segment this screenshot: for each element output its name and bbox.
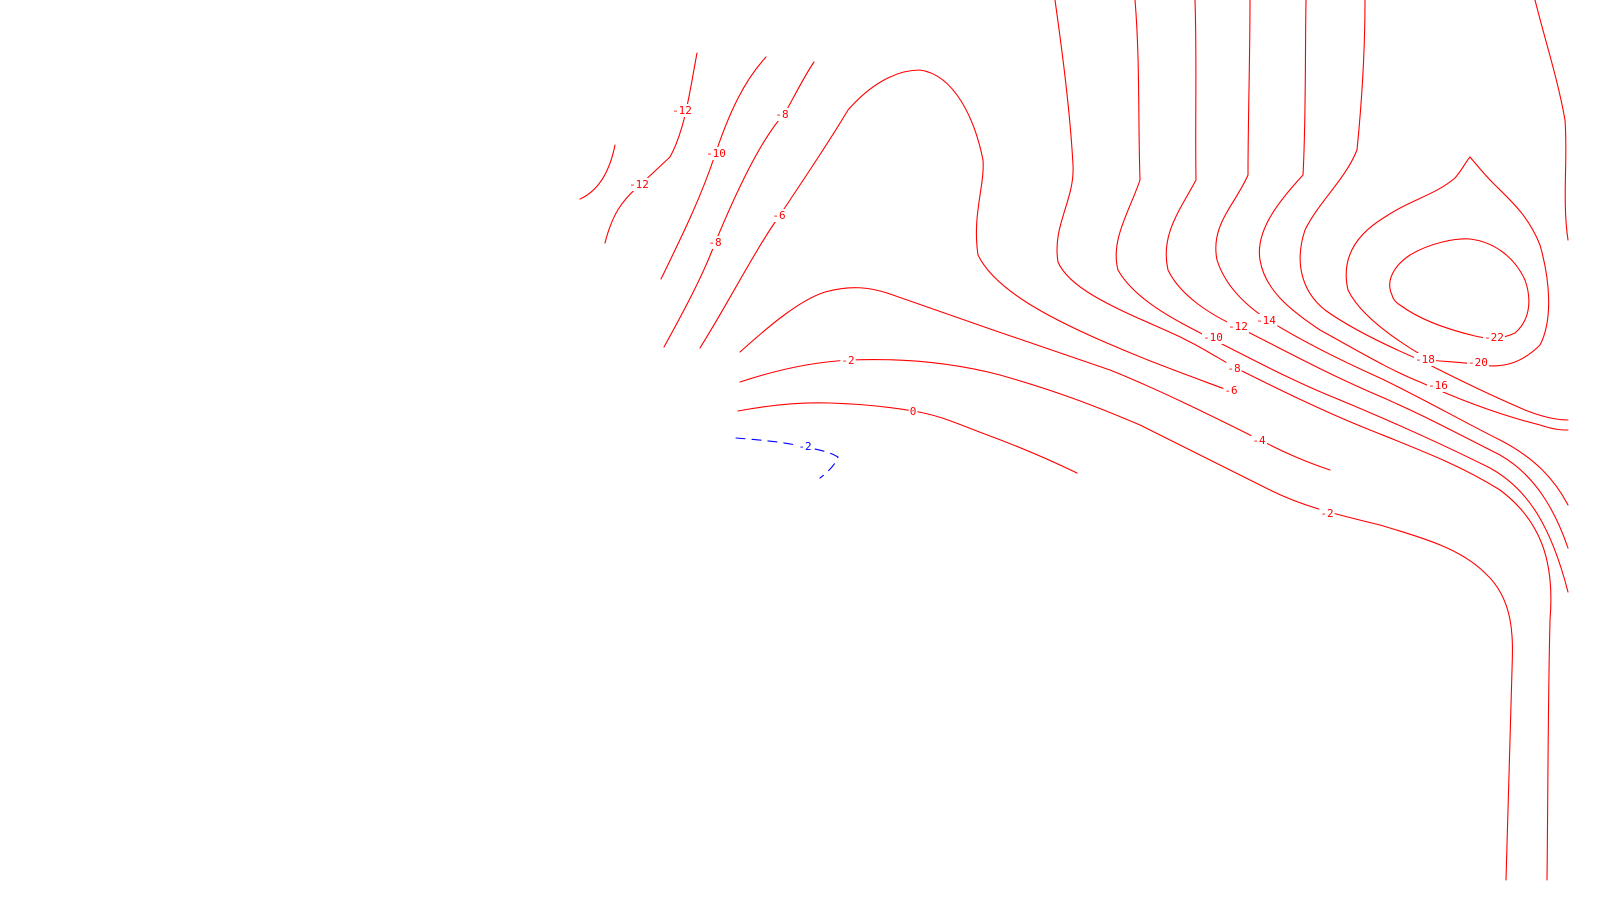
contour-label: -18	[1415, 353, 1435, 366]
contour-label: -12	[629, 178, 649, 191]
contour-labels: -12 -12 -10 -8 -8 -6 -2 0 -2 -14 -12 -10…	[628, 104, 1505, 520]
isoline-c-2	[739, 358, 1513, 881]
label-halo	[840, 354, 856, 367]
label-halo	[1227, 320, 1249, 333]
contour-label: -2	[798, 440, 811, 453]
isoline-e-22	[1389, 238, 1530, 339]
isoline-e-20	[1345, 156, 1550, 367]
contour-label: -8	[775, 108, 788, 121]
isoline-e-18	[1299, 0, 1569, 421]
contour-label: -8	[1227, 362, 1240, 375]
label-halo	[908, 405, 918, 418]
label-halo	[1467, 356, 1489, 369]
contour-label: -2	[1320, 507, 1333, 520]
label-halo	[1255, 314, 1278, 327]
contour-label: -6	[772, 209, 785, 222]
isoline-e-16	[1258, 0, 1569, 431]
label-halo	[705, 147, 727, 160]
label-halo	[628, 178, 650, 191]
isoline-nw-12-small	[579, 144, 616, 200]
isoline-blue-2	[735, 437, 839, 479]
isoline-nw-8	[663, 61, 815, 348]
label-halo	[1427, 379, 1449, 392]
label-halo	[1414, 353, 1436, 366]
contour-label: -8	[708, 236, 721, 249]
contour-label: -16	[1428, 379, 1448, 392]
label-halo	[1319, 507, 1335, 520]
label-halo	[771, 209, 787, 222]
contour-label: -2	[841, 354, 854, 367]
label-halo	[671, 104, 693, 117]
contour-label: -14	[1256, 314, 1276, 327]
contour-label: -6	[1224, 384, 1237, 397]
label-halo	[1223, 384, 1239, 397]
label-halo	[1483, 331, 1505, 344]
contour-label: -12	[672, 104, 692, 117]
label-halo	[707, 236, 723, 249]
isoline-nw-12-long	[604, 52, 698, 244]
contour-label: -12	[1228, 320, 1248, 333]
contour-label: -10	[1203, 331, 1223, 344]
label-halo	[1226, 362, 1242, 375]
label-halo	[774, 108, 790, 121]
contour-label: 0	[910, 405, 917, 418]
contour-label: -20	[1468, 356, 1488, 369]
label-halo	[1202, 331, 1224, 344]
contour-label: -10	[706, 147, 726, 160]
isoline-e-8	[1054, 0, 1552, 881]
label-halo	[1251, 434, 1267, 447]
label-halo	[797, 440, 813, 453]
contour-label: -22	[1484, 331, 1504, 344]
contour-label: -4	[1252, 434, 1266, 447]
isoline-e-far	[1534, 0, 1569, 241]
